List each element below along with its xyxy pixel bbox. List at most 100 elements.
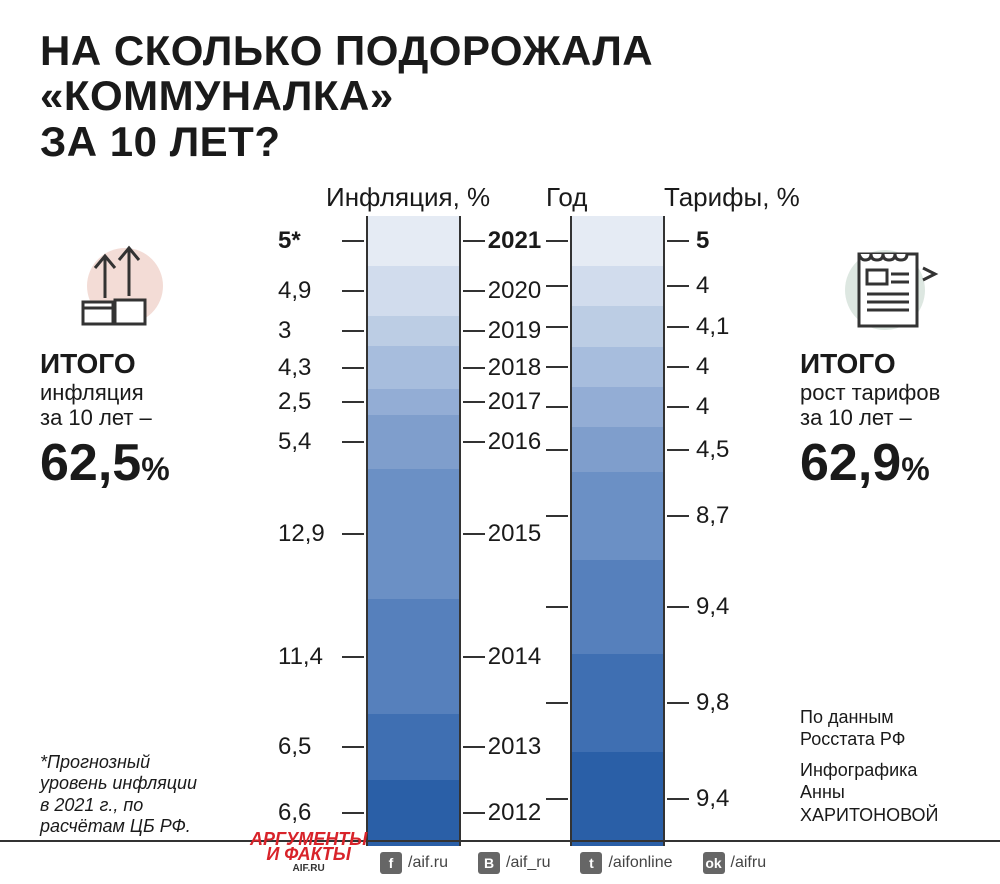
tariff-segment <box>572 266 663 306</box>
tariffs-column <box>570 216 665 846</box>
title-line-2: ЗА 10 ЛЕТ? <box>40 118 281 165</box>
tariff-value: 4 <box>696 353 709 381</box>
inflation-value: 6,5 <box>278 733 348 761</box>
tariff-value: 4,5 <box>696 436 729 464</box>
tariff-value: 9,4 <box>696 785 729 813</box>
tick <box>342 533 364 535</box>
inflation-segment <box>368 469 459 599</box>
inflation-segment <box>368 346 459 389</box>
tariff-segment <box>572 387 663 427</box>
tariff-segment <box>572 306 663 347</box>
twitter-icon: t <box>580 852 602 874</box>
social-handle: /aifru <box>731 854 767 872</box>
inflation-value: 11,4 <box>278 643 348 671</box>
summary-right-value: 62,9% <box>800 433 970 493</box>
social-handle: /aifonline <box>608 854 672 872</box>
tick <box>546 366 568 368</box>
year-label: 2019 <box>462 317 567 345</box>
inflation-segment <box>368 415 459 469</box>
inflation-segment <box>368 389 459 414</box>
tick <box>342 441 364 443</box>
tariff-segment <box>572 472 663 559</box>
tick <box>667 606 689 608</box>
tick <box>342 656 364 658</box>
tick <box>667 798 689 800</box>
tick <box>342 290 364 292</box>
summary-tariffs: ИТОГО рост тарифов за 10 лет – 62,9% <box>800 240 970 493</box>
page-title: НА СКОЛЬКО ПОДОРОЖАЛА «КОММУНАЛКА» ЗА 10… <box>40 28 970 164</box>
tick <box>546 449 568 451</box>
inflation-value: 6,6 <box>278 799 348 827</box>
main-area: ИТОГО инфляция за 10 лет – 62,5% <box>40 216 970 856</box>
summary-right-bold: ИТОГО <box>800 348 970 380</box>
title-line-1: НА СКОЛЬКО ПОДОРОЖАЛА «КОММУНАЛКА» <box>40 27 653 119</box>
summary-right-line1: рост тарифов <box>800 380 970 405</box>
summary-left-value: 62,5% <box>40 433 210 493</box>
inflation-value: 4,9 <box>278 277 348 305</box>
tariff-segment <box>572 216 663 266</box>
social-link[interactable]: B/aif_ru <box>478 852 550 874</box>
tariff-value: 9,4 <box>696 593 729 621</box>
tariff-bill-icon <box>820 240 950 340</box>
tick <box>546 240 568 242</box>
summary-right-line2: за 10 лет – <box>800 405 970 430</box>
tick <box>667 285 689 287</box>
social-link[interactable]: t/aifonline <box>580 852 672 874</box>
inflation-value: 5,4 <box>278 428 348 456</box>
header-year: Год <box>546 182 587 213</box>
inflation-segment <box>368 316 459 346</box>
tick <box>546 702 568 704</box>
tick <box>667 449 689 451</box>
social-handle: /aif_ru <box>506 854 550 872</box>
tick <box>342 812 364 814</box>
brand-logo: АРГУМЕНТЫ И ФАКТЫ AIF.RU <box>250 832 367 873</box>
tariff-segment <box>572 560 663 654</box>
summary-left-line1: инфляция <box>40 380 210 405</box>
column-headers: Инфляция, % Год Тарифы, % <box>40 182 970 216</box>
social-link[interactable]: ok/aifru <box>703 852 767 874</box>
summary-inflation: ИТОГО инфляция за 10 лет – 62,5% <box>40 240 210 493</box>
tick <box>546 606 568 608</box>
social-link[interactable]: f/aif.ru <box>380 852 448 874</box>
header-inflation: Инфляция, % <box>326 182 490 213</box>
inflation-column <box>366 216 461 846</box>
inflation-segment <box>368 780 459 847</box>
ok-icon: ok <box>703 852 725 874</box>
tariff-value: 5 <box>696 227 709 255</box>
tick <box>342 330 364 332</box>
inflation-value: 12,9 <box>278 520 348 548</box>
tick <box>546 798 568 800</box>
year-label: 2015 <box>462 520 567 548</box>
tick <box>546 515 568 517</box>
inflation-value: 2,5 <box>278 388 348 416</box>
tariff-value: 4 <box>696 272 709 300</box>
tick <box>342 401 364 403</box>
tariff-segment <box>572 654 663 752</box>
tick <box>667 406 689 408</box>
tick <box>667 326 689 328</box>
social-handle: /aif.ru <box>408 854 448 872</box>
header-tariffs: Тарифы, % <box>664 182 800 213</box>
inflation-segment <box>368 599 459 714</box>
tariff-value: 4,1 <box>696 313 729 341</box>
inflation-arrow-icon <box>60 240 190 340</box>
year-label: 2014 <box>462 643 567 671</box>
inflation-segment <box>368 216 459 266</box>
tick <box>342 240 364 242</box>
tariff-value: 8,7 <box>696 502 729 530</box>
footnote: *Прогнозный уровень инфляции в 2021 г., … <box>40 752 210 838</box>
inflation-segment <box>368 266 459 315</box>
inflation-value: 5* <box>278 227 348 255</box>
tick <box>546 406 568 408</box>
tick <box>667 240 689 242</box>
tick <box>667 702 689 704</box>
tariff-value: 9,8 <box>696 689 729 717</box>
year-label: 2012 <box>462 799 567 827</box>
footer: АРГУМЕНТЫ И ФАКТЫ AIF.RU f/aif.ruB/aif_r… <box>0 840 1000 884</box>
inflation-segment <box>368 714 459 780</box>
inflation-value: 4,3 <box>278 354 348 382</box>
tariff-value: 4 <box>696 393 709 421</box>
inflation-value: 3 <box>278 317 348 345</box>
facebook-icon: f <box>380 852 402 874</box>
credits: По данным Росстата РФ Инфографика Анны Х… <box>800 706 970 827</box>
